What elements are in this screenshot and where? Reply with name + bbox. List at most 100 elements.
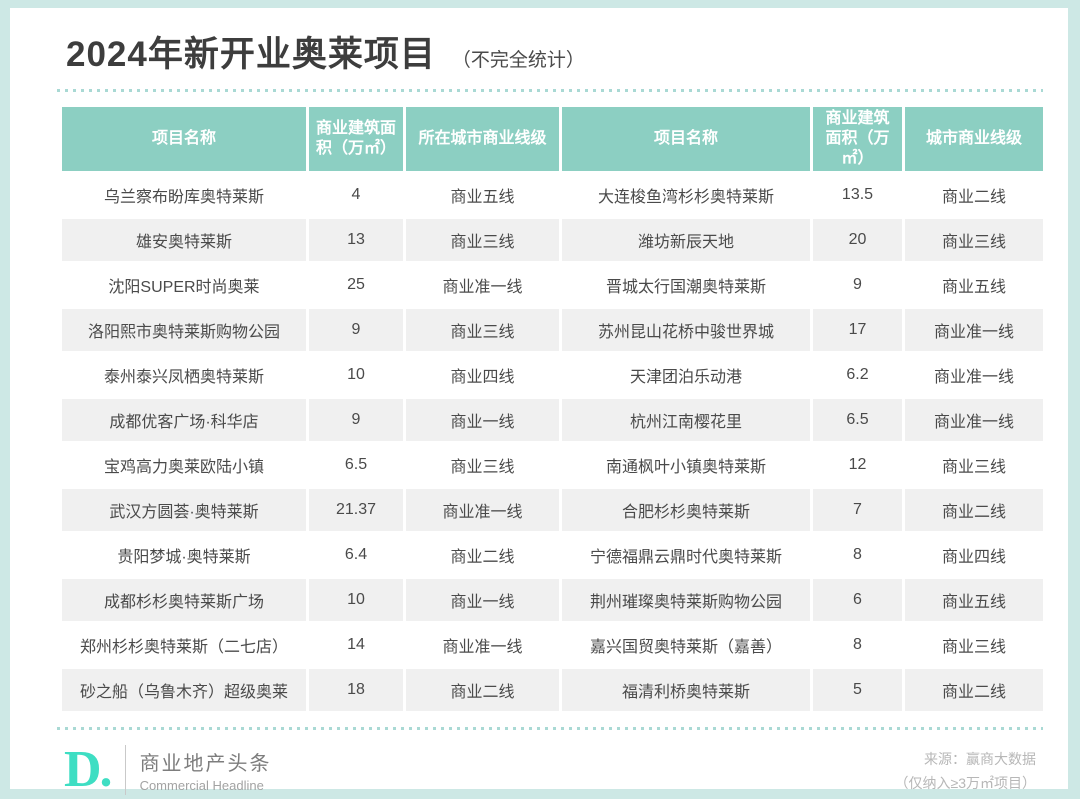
table-cell: 20 bbox=[813, 219, 902, 261]
table-cell: 6.5 bbox=[813, 399, 902, 441]
table-cell: 14 bbox=[309, 624, 403, 666]
brand-name-cn: 商业地产头条 bbox=[139, 753, 272, 775]
table-cell: 10 bbox=[309, 354, 403, 396]
table-cell: 9 bbox=[309, 309, 403, 351]
table-cell: 5 bbox=[813, 669, 902, 711]
table-cell: 商业准一线 bbox=[406, 624, 559, 666]
table-row: 洛阳熙市奥特莱斯购物公园 9 商业三线 苏州昆山花桥中骏世界城 17 商业准一线 bbox=[62, 309, 1043, 351]
table-cell: 武汉方圆荟·奥特莱斯 bbox=[62, 489, 306, 531]
column-header: 所在城市商业线级 bbox=[406, 107, 559, 171]
footer: D. 商业地产头条 Commercial Headline 来源：赢商大数据 （… bbox=[62, 730, 1038, 796]
brand-logo: D. bbox=[64, 741, 113, 798]
table-cell: 商业二线 bbox=[905, 489, 1043, 531]
table-row: 武汉方圆荟·奥特莱斯 21.37 商业准一线 合肥杉杉奥特莱斯 7 商业二线 bbox=[62, 489, 1043, 531]
table-cell: 25 bbox=[309, 264, 403, 306]
table-row: 成都优客广场·科华店 9 商业一线 杭州江南樱花里 6.5 商业准一线 bbox=[62, 399, 1043, 441]
table-cell: 商业一线 bbox=[406, 579, 559, 621]
outlet-projects-table: 项目名称 商业建筑面积（万㎡） 所在城市商业线级 项目名称 商业建筑面积（万㎡） 城市商业… bbox=[59, 104, 1046, 714]
table-cell: 商业准一线 bbox=[905, 399, 1043, 441]
table-cell: 宝鸡高力奥莱欧陆小镇 bbox=[62, 444, 306, 486]
table-cell: 商业五线 bbox=[905, 579, 1043, 621]
table-cell: 10 bbox=[309, 579, 403, 621]
table-row: 宝鸡高力奥莱欧陆小镇 6.5 商业三线 南通枫叶小镇奥特莱斯 12 商业三线 bbox=[62, 444, 1043, 486]
page-subtitle: （不完全统计） bbox=[451, 50, 585, 71]
column-header: 项目名称 bbox=[62, 107, 306, 171]
brand-divider bbox=[124, 745, 126, 795]
table-cell: 商业准一线 bbox=[905, 309, 1043, 351]
table-row: 雄安奥特莱斯 13 商业三线 潍坊新辰天地 20 商业三线 bbox=[62, 219, 1043, 261]
page-title: 2024年新开业奥莱项目 bbox=[66, 35, 436, 74]
table-cell: 6 bbox=[813, 579, 902, 621]
table-cell: 13.5 bbox=[813, 174, 902, 216]
table-cell: 商业准一线 bbox=[905, 354, 1043, 396]
table-cell: 17 bbox=[813, 309, 902, 351]
table-cell: 荆州璀璨奥特莱斯购物公园 bbox=[562, 579, 810, 621]
infographic-card: 2024年新开业奥莱项目 （不完全统计） 项目名称 商业建筑面积（万㎡） 所在城市商… bbox=[10, 8, 1068, 796]
table-cell: 苏州昆山花桥中骏世界城 bbox=[562, 309, 810, 351]
table-row: 泰州泰兴凤栖奥特莱斯 10 商业四线 天津团泊乐动港 6.2 商业准一线 bbox=[62, 354, 1043, 396]
table-cell: 砂之船（乌鲁木齐）超级奥莱 bbox=[62, 669, 306, 711]
column-header: 商业建筑面积（万㎡） bbox=[813, 107, 902, 171]
table-cell: 商业二线 bbox=[905, 669, 1043, 711]
table-cell: 商业三线 bbox=[406, 444, 559, 486]
table-cell: 乌兰察布盼库奥特莱斯 bbox=[62, 174, 306, 216]
table-cell: 4 bbox=[309, 174, 403, 216]
source-line-1: 来源：赢商大数据 bbox=[924, 751, 1036, 767]
column-header: 商业建筑面积（万㎡） bbox=[309, 107, 403, 171]
table-cell: 商业三线 bbox=[406, 309, 559, 351]
table-cell: 商业三线 bbox=[905, 444, 1043, 486]
table-row: 郑州杉杉奥特莱斯（二七店） 14 商业准一线 嘉兴国贸奥特莱斯（嘉善） 8 商业三线 bbox=[62, 624, 1043, 666]
table-cell: 大连梭鱼湾杉杉奥特莱斯 bbox=[562, 174, 810, 216]
dotted-divider-bottom bbox=[57, 727, 1043, 730]
table-cell: 商业五线 bbox=[406, 174, 559, 216]
table-cell: 洛阳熙市奥特莱斯购物公园 bbox=[62, 309, 306, 351]
table-row: 成都杉杉奥特莱斯广场 10 商业一线 荆州璀璨奥特莱斯购物公园 6 商业五线 bbox=[62, 579, 1043, 621]
table-row: 砂之船（乌鲁木齐）超级奥莱 18 商业二线 福清利桥奥特莱斯 5 商业二线 bbox=[62, 669, 1043, 711]
table-cell: 13 bbox=[309, 219, 403, 261]
table-cell: 商业四线 bbox=[406, 354, 559, 396]
table-cell: 商业五线 bbox=[905, 264, 1043, 306]
brand-text: 商业地产头条 Commercial Headline bbox=[140, 747, 272, 793]
table-cell: 商业二线 bbox=[406, 534, 559, 576]
table-header-row: 项目名称 商业建筑面积（万㎡） 所在城市商业线级 项目名称 商业建筑面积（万㎡） 城市商业… bbox=[62, 107, 1043, 171]
table-cell: 沈阳SUPER时尚奥莱 bbox=[62, 264, 306, 306]
table-cell: 21.37 bbox=[309, 489, 403, 531]
table-cell: 杭州江南樱花里 bbox=[562, 399, 810, 441]
table-cell: 晋城太行国潮奥特莱斯 bbox=[562, 264, 810, 306]
column-header: 城市商业线级 bbox=[905, 107, 1043, 171]
table-cell: 8 bbox=[813, 534, 902, 576]
table-cell: 7 bbox=[813, 489, 902, 531]
table-cell: 雄安奥特莱斯 bbox=[62, 219, 306, 261]
table-cell: 嘉兴国贸奥特莱斯（嘉善） bbox=[562, 624, 810, 666]
source-note: 来源：赢商大数据 （仅纳入≥3万㎡项目） bbox=[895, 744, 1036, 796]
table-cell: 合肥杉杉奥特莱斯 bbox=[562, 489, 810, 531]
table-cell: 商业二线 bbox=[905, 174, 1043, 216]
table-cell: 福清利桥奥特莱斯 bbox=[562, 669, 810, 711]
brand-name-en: Commercial Headline bbox=[139, 778, 264, 793]
brand-block: D. 商业地产头条 Commercial Headline bbox=[64, 744, 272, 796]
title-row: 2024年新开业奥莱项目 （不完全统计） bbox=[62, 20, 1038, 87]
table-cell: 成都杉杉奥特莱斯广场 bbox=[62, 579, 306, 621]
table-cell: 郑州杉杉奥特莱斯（二七店） bbox=[62, 624, 306, 666]
table-cell: 贵阳梦城·奥特莱斯 bbox=[62, 534, 306, 576]
table-row: 乌兰察布盼库奥特莱斯 4 商业五线 大连梭鱼湾杉杉奥特莱斯 13.5 商业二线 bbox=[62, 174, 1043, 216]
table-cell: 12 bbox=[813, 444, 902, 486]
table-cell: 商业二线 bbox=[406, 669, 559, 711]
source-line-2: （仅纳入≥3万㎡项目） bbox=[894, 774, 1036, 791]
table-cell: 9 bbox=[813, 264, 902, 306]
table-cell: 商业三线 bbox=[905, 624, 1043, 666]
table-cell: 18 bbox=[309, 669, 403, 711]
table-cell: 6.2 bbox=[813, 354, 902, 396]
column-header: 项目名称 bbox=[562, 107, 810, 171]
table-cell: 泰州泰兴凤栖奥特莱斯 bbox=[62, 354, 306, 396]
dotted-divider-top bbox=[57, 89, 1043, 92]
table-cell: 商业准一线 bbox=[406, 489, 559, 531]
table-cell: 商业一线 bbox=[406, 399, 559, 441]
table-cell: 6.4 bbox=[309, 534, 403, 576]
table-cell: 天津团泊乐动港 bbox=[562, 354, 810, 396]
table-cell: 6.5 bbox=[309, 444, 403, 486]
table-row: 贵阳梦城·奥特莱斯 6.4 商业二线 宁德福鼎云鼎时代奥特莱斯 8 商业四线 bbox=[62, 534, 1043, 576]
table-row: 沈阳SUPER时尚奥莱 25 商业准一线 晋城太行国潮奥特莱斯 9 商业五线 bbox=[62, 264, 1043, 306]
table-cell: 商业四线 bbox=[905, 534, 1043, 576]
table-cell: 9 bbox=[309, 399, 403, 441]
